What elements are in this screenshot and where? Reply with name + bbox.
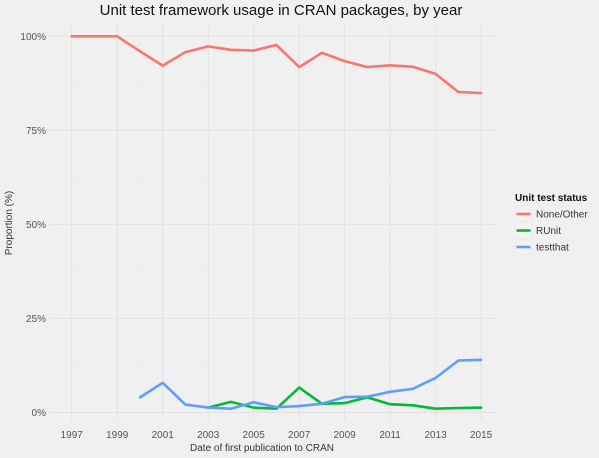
y-tick-label: 25% bbox=[26, 314, 46, 325]
x-tick-label: 2005 bbox=[243, 430, 266, 441]
y-tick-label: 100% bbox=[20, 32, 46, 43]
x-tick-label: 1999 bbox=[106, 430, 129, 441]
grid-layer bbox=[49, 25, 497, 420]
legend-title: Unit test status bbox=[515, 193, 588, 204]
x-tick-label: 2009 bbox=[334, 430, 357, 441]
x-tick-label: 1997 bbox=[61, 430, 84, 441]
legend-label-runit: RUnit bbox=[536, 226, 561, 237]
y-tick-label: 0% bbox=[32, 408, 47, 419]
series-line-runit bbox=[206, 386, 483, 411]
y-tick-label: 50% bbox=[26, 220, 46, 231]
legend-label-testthat: testthat bbox=[536, 243, 569, 254]
x-axis-title: Date of first publication to CRAN bbox=[190, 443, 334, 454]
y-axis-title: Proportion (%) bbox=[4, 191, 15, 255]
x-tick-label: 2007 bbox=[288, 430, 311, 441]
series-line-testthat bbox=[138, 358, 483, 411]
x-tick-label: 2001 bbox=[152, 430, 175, 441]
x-tick-label: 2003 bbox=[197, 430, 220, 441]
x-tick-label: 2013 bbox=[424, 430, 447, 441]
axis-ticks: 1997 1999 2001 2003 2005 2007 2009 2011 2013 2015… bbox=[20, 32, 492, 441]
legend-label-none-other: None/Other bbox=[536, 210, 588, 221]
series-line-none-other bbox=[70, 34, 483, 95]
legend: Unit test status None/Other RUnit testthat bbox=[514, 193, 588, 256]
series-layer bbox=[70, 34, 483, 411]
chart-title: Unit test framework usage in CRAN packag… bbox=[100, 2, 463, 19]
x-tick-label: 2015 bbox=[470, 430, 493, 441]
x-tick-label: 2011 bbox=[379, 430, 401, 441]
y-tick-label: 75% bbox=[26, 126, 46, 137]
